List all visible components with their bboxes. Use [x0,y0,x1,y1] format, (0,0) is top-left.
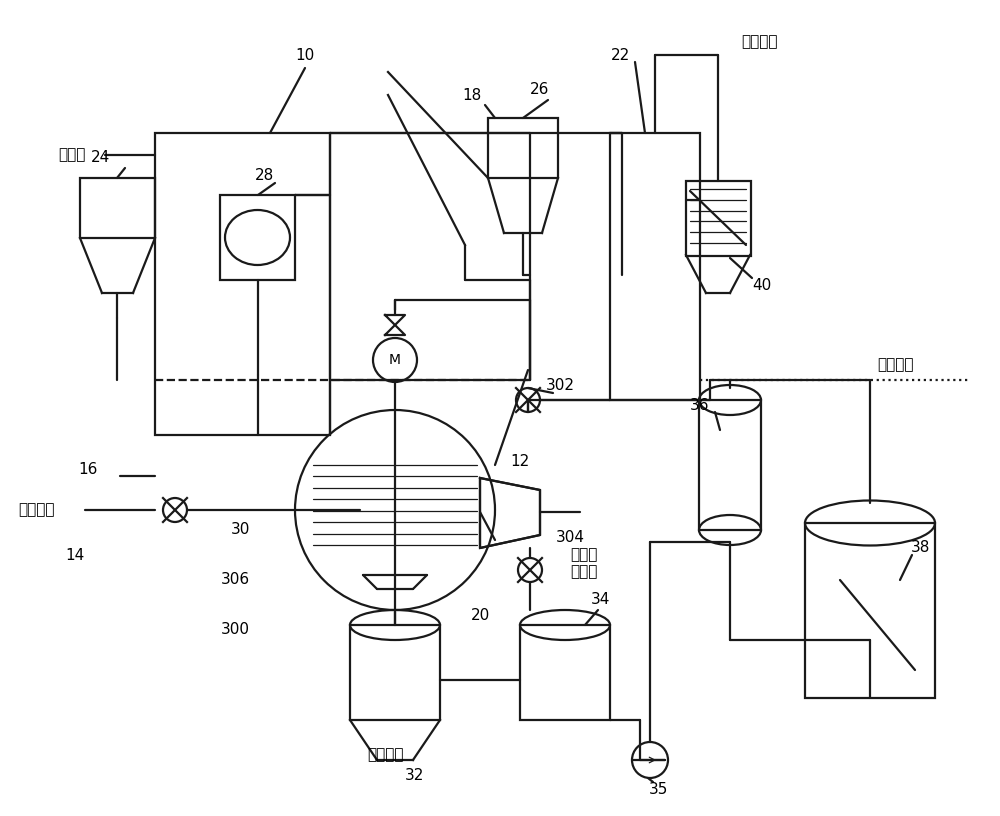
Bar [805,523,935,698]
Bar [686,181,751,256]
Text: 36: 36 [690,397,710,413]
Bar [155,133,330,435]
Text: 14: 14 [65,548,85,562]
Text: M: M [389,353,401,367]
Text: 304: 304 [556,530,584,546]
Text: 30: 30 [230,522,250,538]
Bar [610,133,700,400]
Bar [220,195,295,280]
Text: 切除残渣: 切除残渣 [367,747,403,762]
Text: 18: 18 [462,87,482,103]
Text: 化学水: 化学水 [570,548,597,562]
Text: 35: 35 [648,783,668,797]
Bar [488,118,558,178]
Bar [350,625,440,720]
Text: 302: 302 [546,378,574,392]
Text: 32: 32 [405,768,425,783]
Bar [520,625,610,720]
Text: 22: 22 [610,47,630,63]
Text: 34: 34 [590,592,610,607]
Bar [699,400,761,530]
Text: 28: 28 [255,167,275,183]
Text: 化学水: 化学水 [58,148,85,162]
Bar [80,178,155,238]
Text: 300: 300 [220,623,250,637]
Text: 废水封液: 废水封液 [877,357,913,372]
Text: 26: 26 [530,82,550,97]
Text: 40: 40 [752,277,772,292]
Text: 24: 24 [90,150,110,166]
Text: 20: 20 [470,607,490,623]
Text: 低压蒸汽: 低压蒸汽 [18,503,54,517]
Text: 10: 10 [295,47,315,63]
Text: 16: 16 [78,463,98,477]
Text: 38: 38 [910,540,930,556]
Text: 冷凝水: 冷凝水 [570,565,597,579]
Text: 306: 306 [220,573,250,588]
Text: 12: 12 [510,455,530,469]
Text: 排空尾气: 排空尾气 [742,34,778,50]
